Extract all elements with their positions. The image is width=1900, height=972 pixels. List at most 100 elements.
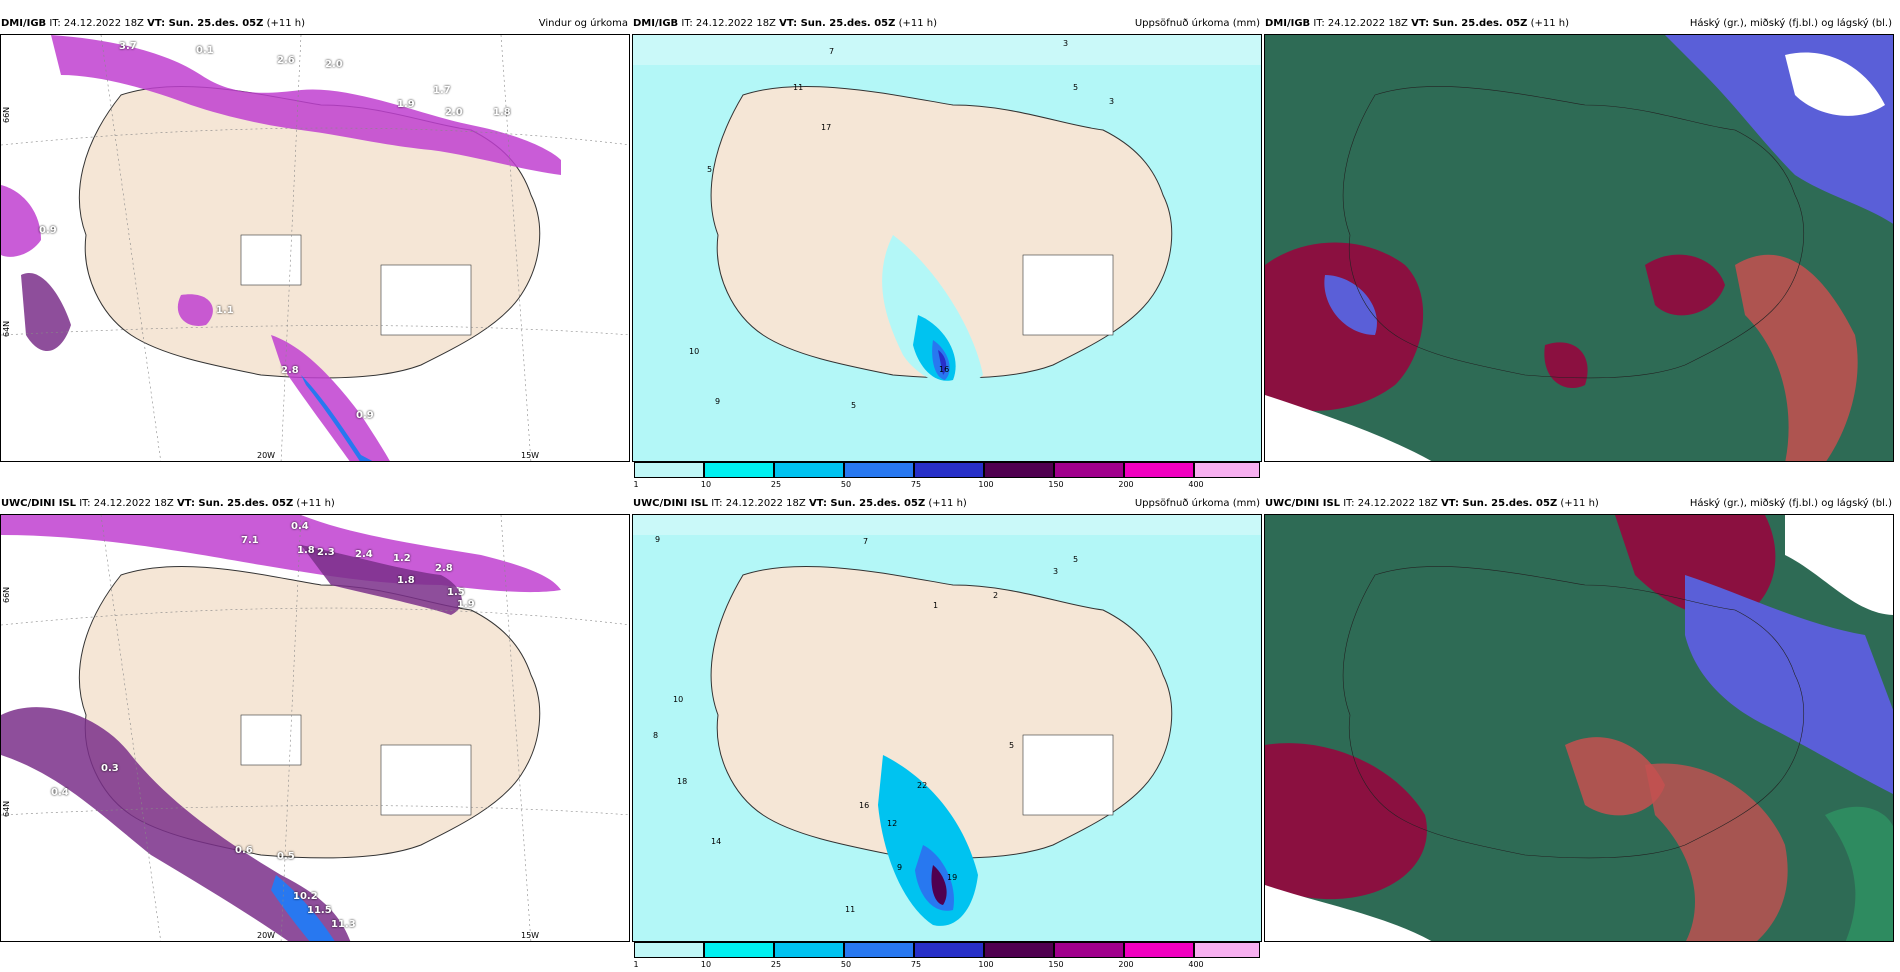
- wind-label: 0.4: [51, 787, 69, 798]
- precip-label: 3: [1053, 567, 1059, 576]
- lead-time: (+11 h): [898, 18, 937, 29]
- precip-label: 9: [715, 397, 721, 406]
- vt-label: VT: Sun. 25.des. 05Z: [808, 498, 926, 509]
- vt-label: VT: Sun. 25.des. 05Z: [176, 498, 294, 509]
- colorbar-swatch: [1124, 462, 1194, 478]
- it-value: 24.12.2022 18Z: [695, 18, 776, 29]
- colorbar-swatch: [844, 462, 914, 478]
- colorbar-swatch: [984, 942, 1054, 958]
- wind-label: 0.9: [39, 225, 57, 236]
- lead-time: (+11 h): [1530, 18, 1569, 29]
- precip-label: 7: [829, 47, 835, 56]
- wind-label: 0.4: [291, 521, 309, 532]
- axis-label-20w: 20W: [257, 931, 276, 940]
- wind-label: 10.2: [293, 891, 318, 902]
- it-value: 24.12.2022 18Z: [1357, 498, 1438, 509]
- colorbar-tick: 200: [1118, 960, 1134, 969]
- lead-time: (+11 h): [296, 498, 335, 509]
- colorbar-tick: 75: [910, 960, 922, 969]
- colorbar-swatch: [1194, 942, 1260, 958]
- wind-label: 1.8: [397, 575, 415, 586]
- wind-label: 0.6: [235, 845, 253, 856]
- precip-label: 5: [851, 401, 857, 410]
- colorbar-tick: 400: [1188, 960, 1204, 969]
- panel-title: Háský (gr.), miðský (fj.bl.) og lágský (…: [1689, 498, 1892, 509]
- precip-label: 9: [897, 863, 903, 872]
- panel-dmi-precip: DMI/IGB IT: 24.12.2022 18Z VT: Sun. 25.d…: [632, 14, 1262, 492]
- panel-uwc-wind: UWC/DINI ISL IT: 24.12.2022 18Z VT: Sun.…: [0, 494, 630, 972]
- wind-label: 7.1: [241, 535, 259, 546]
- wind-label: 2.0: [445, 107, 463, 118]
- wind-label: 1.5: [447, 587, 465, 598]
- wind-label: 1.8: [493, 107, 511, 118]
- axis-label-64n: 64N: [2, 800, 11, 817]
- colorbar-swatch: [844, 942, 914, 958]
- map-precip: 7 3 5 3 11 17 5 10 9 5 16: [632, 34, 1262, 462]
- colorbar-swatch: [1124, 942, 1194, 958]
- panel-dmi-wind: DMI/IGB IT: 24.12.2022 18Z VT: Sun. 25.d…: [0, 14, 630, 492]
- model-name: DMI/IGB: [1, 18, 47, 29]
- colorbar-tick: 400: [1188, 480, 1204, 489]
- colorbar-swatch: [774, 942, 844, 958]
- colorbar-swatch: [1194, 462, 1260, 478]
- wind-label: 11.5: [307, 905, 332, 916]
- precip-label: 11: [845, 905, 856, 914]
- colorbar-tick: 1: [633, 960, 639, 969]
- precip-label: 1: [933, 601, 939, 610]
- precip-label: 5: [1009, 741, 1015, 750]
- panel-title: Vindur og úrkoma: [538, 18, 628, 29]
- wind-label: 1.1: [216, 305, 234, 316]
- vt-label: VT: Sun. 25.des. 05Z: [1440, 498, 1558, 509]
- panel-header: DMI/IGB IT: 24.12.2022 18Z VT: Sun. 25.d…: [632, 14, 1262, 34]
- colorbar-tick: 10: [700, 960, 712, 969]
- wind-label: 2.4: [355, 549, 373, 560]
- cloud-map-svg: [1265, 35, 1893, 461]
- lead-time: (+11 h): [928, 498, 967, 509]
- precip-colorbar: 1 10 25 50 75 100 150 200 400: [632, 942, 1262, 972]
- panel-header: UWC/DINI ISL IT: 24.12.2022 18Z VT: Sun.…: [1264, 494, 1894, 514]
- panel-title: Uppsöfnuð úrkoma (mm): [1134, 498, 1260, 509]
- wind-label: 1.9: [397, 99, 415, 110]
- precip-label: 11: [793, 83, 804, 92]
- precip-label: 2: [993, 591, 999, 600]
- wind-label: 2.6: [277, 55, 295, 66]
- precip-label: 3: [1063, 39, 1069, 48]
- precip-label: 10: [689, 347, 700, 356]
- wind-label: 2.8: [281, 365, 299, 376]
- colorbar-tick: 100: [978, 960, 994, 969]
- axis-label-66n: 66N: [2, 106, 11, 123]
- wind-map-svg: [1, 515, 629, 941]
- colorbar-tick: 25: [770, 960, 782, 969]
- lead-time: (+11 h): [1560, 498, 1599, 509]
- panel-header: DMI/IGB IT: 24.12.2022 18Z VT: Sun. 25.d…: [1264, 14, 1894, 34]
- it-value: 24.12.2022 18Z: [725, 498, 806, 509]
- model-name: UWC/DINI ISL: [633, 498, 709, 509]
- vt-label: VT: Sun. 25.des. 05Z: [779, 18, 896, 29]
- it-value: 24.12.2022 18Z: [1327, 18, 1408, 29]
- wind-label: 0.3: [101, 763, 119, 774]
- wind-label: 1.8: [297, 545, 315, 556]
- wind-label: 11.3: [331, 919, 356, 930]
- map-cloud: [1264, 34, 1894, 462]
- colorbar-swatch: [1054, 462, 1124, 478]
- axis-label-64n: 64N: [2, 320, 11, 337]
- panel-uwc-precip: UWC/DINI ISL IT: 24.12.2022 18Z VT: Sun.…: [632, 494, 1262, 972]
- vt-label: VT: Sun. 25.des. 05Z: [147, 18, 264, 29]
- it-value: 24.12.2022 18Z: [63, 18, 144, 29]
- colorbar-swatch: [634, 462, 704, 478]
- wind-label: 1.7: [433, 85, 451, 96]
- lead-time: (+11 h): [266, 18, 305, 29]
- precip-label: 5: [1073, 555, 1079, 564]
- panel-header: UWC/DINI ISL IT: 24.12.2022 18Z VT: Sun.…: [632, 494, 1262, 514]
- wind-map-svg: [1, 35, 629, 461]
- colorbar-swatch: [704, 942, 774, 958]
- panel-title: Háský (gr.), miðský (fj.bl.) og lágský (…: [1689, 18, 1892, 29]
- model-name: DMI/IGB: [633, 18, 679, 29]
- precip-label: 5: [1073, 83, 1079, 92]
- panel-title: Uppsöfnuð úrkoma (mm): [1134, 18, 1260, 29]
- it-prefix: IT:: [49, 18, 61, 29]
- panel-uwc-cloud: UWC/DINI ISL IT: 24.12.2022 18Z VT: Sun.…: [1264, 494, 1894, 972]
- map-wind: 3.7 0.1 2.6 2.0 1.7 1.9 2.0 1.8 0.9 1.1 …: [0, 34, 630, 462]
- precip-colorbar: 1 10 25 50 75 100 150 200 400: [632, 462, 1262, 492]
- axis-label-15w: 15W: [521, 931, 540, 940]
